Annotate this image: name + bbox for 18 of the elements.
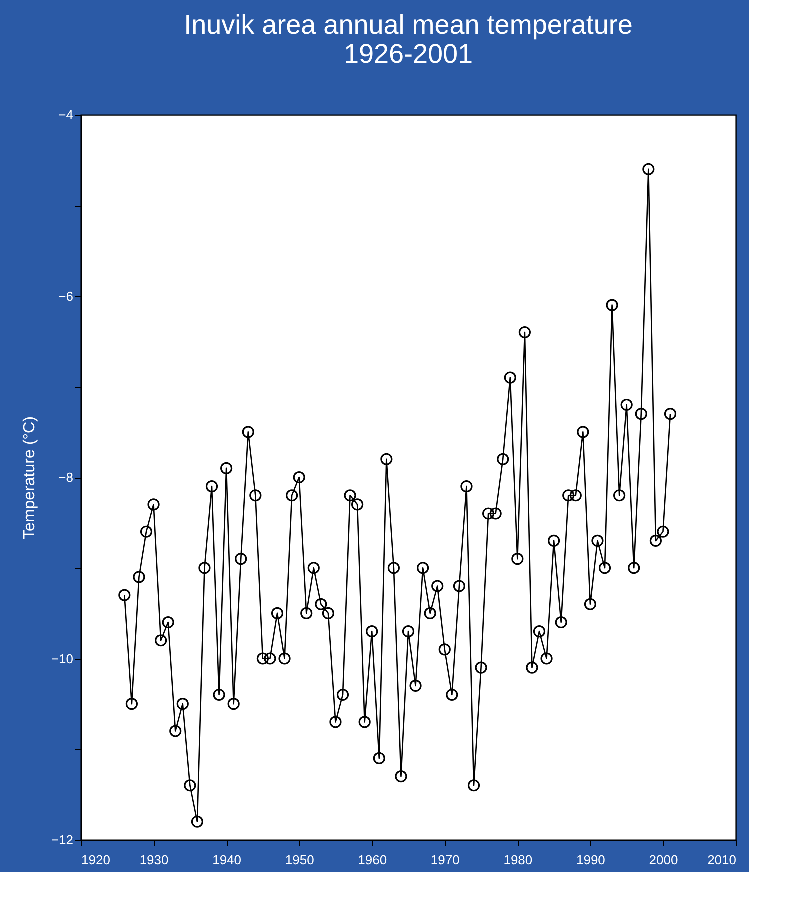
x-tick-label: 1920: [82, 852, 110, 868]
y-tick-label: −10: [51, 651, 74, 666]
x-tick-label: 1960: [358, 852, 388, 868]
x-tick-label: 2000: [649, 852, 678, 868]
text: Inuvik area annual mean temperature: [184, 10, 633, 40]
y-tick-label: −8: [58, 470, 74, 485]
y-tick-label: −6: [58, 288, 74, 304]
x-tick-label: 1970: [430, 852, 460, 868]
y-axis-title: Temperature (°C): [21, 416, 38, 540]
x-tick-label: 1990: [576, 852, 606, 868]
x-tick-label: 1940: [212, 852, 242, 868]
x-tick-label: 2010: [708, 852, 736, 868]
text: 1926-2001: [344, 39, 474, 69]
x-tick-label: 1950: [285, 852, 314, 868]
y-tick-label: −12: [51, 832, 74, 848]
y-tick-label: −4: [58, 108, 74, 122]
x-tick-label: 1980: [504, 852, 533, 868]
x-tick-label: 1930: [140, 852, 169, 868]
